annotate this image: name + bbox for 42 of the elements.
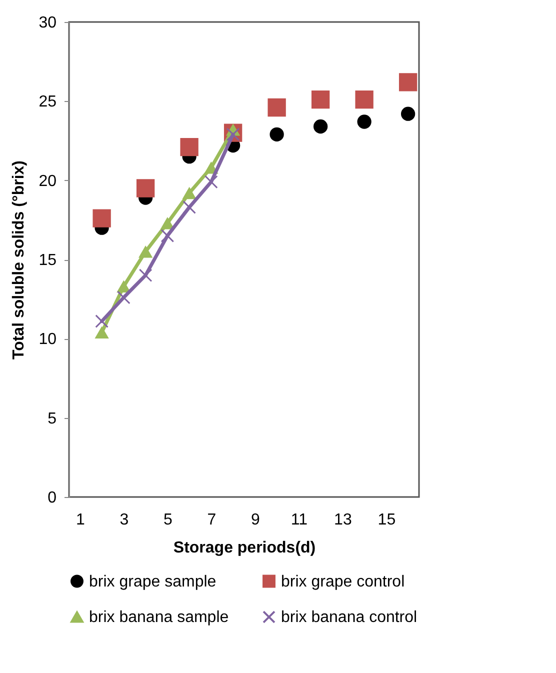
point (182, 186, 196, 200)
x-tick-label: 7 (207, 512, 216, 528)
x-tick-label: 1 (76, 512, 85, 528)
point (400, 106, 416, 121)
legend-label: brix grape sample (89, 573, 216, 590)
point (355, 90, 374, 109)
x-tick-label: 13 (334, 512, 352, 528)
x-tick-label: 3 (120, 512, 129, 528)
point (138, 268, 152, 282)
point (160, 229, 174, 242)
y-tick-label: 20 (38, 172, 57, 190)
point (204, 175, 218, 189)
x-axis-title: Storage periods(d) (173, 540, 316, 556)
x-tick-label: 5 (163, 512, 172, 528)
y-tick-label: 30 (38, 14, 57, 32)
legend-label: brix banana sample (89, 609, 229, 626)
point (268, 98, 286, 117)
point (94, 326, 109, 338)
y-axis-title: Total soluble solids (°brix) (10, 160, 28, 360)
point (313, 119, 328, 134)
x-tick-label: 15 (378, 512, 396, 528)
x-tick-label: 9 (250, 512, 260, 528)
point (180, 138, 198, 156)
point (92, 209, 111, 228)
y-tick-label: 15 (38, 252, 57, 269)
point (311, 90, 330, 109)
point (398, 73, 418, 92)
legend-label: brix banana control (281, 609, 418, 626)
point (182, 200, 196, 214)
point (138, 245, 153, 258)
point (136, 179, 155, 198)
point (270, 127, 284, 142)
point (357, 114, 372, 129)
point (95, 314, 108, 328)
y-tick-label: 25 (38, 94, 57, 111)
x-tick-label: 11 (290, 512, 308, 528)
point (160, 216, 175, 230)
y-tick-label: 5 (48, 410, 57, 428)
legend-label: brix grape control (281, 573, 405, 590)
y-tick-label: 10 (38, 331, 57, 348)
point (117, 290, 130, 304)
y-tick-label: 0 (48, 490, 57, 506)
